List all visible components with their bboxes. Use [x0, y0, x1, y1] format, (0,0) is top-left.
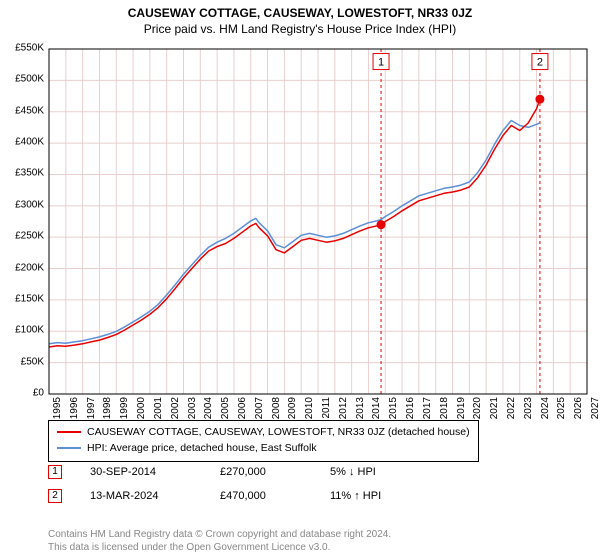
y-tick-label: £300K	[4, 199, 44, 210]
svg-text:1: 1	[378, 57, 384, 69]
x-tick-label: 2027	[590, 397, 600, 437]
legend-swatch	[57, 431, 81, 433]
y-tick-label: £450K	[4, 105, 44, 116]
transaction-row: 2 13-MAR-2024£470,00011% ↑ HPI	[48, 489, 508, 503]
transaction-marker: 1	[48, 465, 62, 479]
legend-label: HPI: Average price, detached house, East…	[87, 442, 317, 454]
legend: CAUSEWAY COTTAGE, CAUSEWAY, LOWESTOFT, N…	[48, 420, 479, 462]
svg-text:2: 2	[537, 57, 543, 69]
transaction-price: £270,000	[220, 466, 330, 478]
y-tick-label: £250K	[4, 231, 44, 242]
transaction-delta: 5% ↓ HPI	[330, 466, 376, 478]
transaction-delta: 11% ↑ HPI	[330, 490, 381, 502]
x-tick-label: 2026	[573, 397, 584, 437]
transaction-date: 30-SEP-2014	[90, 466, 220, 478]
legend-item: CAUSEWAY COTTAGE, CAUSEWAY, LOWESTOFT, N…	[57, 425, 470, 441]
transaction-price: £470,000	[220, 490, 330, 502]
x-tick-label: 2022	[506, 397, 517, 437]
y-tick-label: £100K	[4, 325, 44, 336]
chart-subtitle: Price paid vs. HM Land Registry's House …	[0, 20, 600, 36]
y-tick-label: £150K	[4, 293, 44, 304]
transaction-marker: 2	[48, 489, 62, 503]
x-tick-label: 2025	[556, 397, 567, 437]
x-tick-label: 2024	[540, 397, 551, 437]
y-tick-label: £200K	[4, 262, 44, 273]
transaction-row: 1 30-SEP-2014£270,0005% ↓ HPI	[48, 465, 508, 479]
y-tick-label: £500K	[4, 74, 44, 85]
y-tick-label: £400K	[4, 137, 44, 148]
x-tick-label: 2021	[489, 397, 500, 437]
legend-item: HPI: Average price, detached house, East…	[57, 441, 470, 457]
y-tick-label: £50K	[4, 356, 44, 367]
footnote-line: Contains HM Land Registry data © Crown c…	[48, 528, 391, 541]
y-tick-label: £350K	[4, 168, 44, 179]
legend-label: CAUSEWAY COTTAGE, CAUSEWAY, LOWESTOFT, N…	[87, 426, 470, 438]
footnote: Contains HM Land Registry data © Crown c…	[48, 528, 391, 554]
transaction-date: 13-MAR-2024	[90, 490, 220, 502]
chart-title: CAUSEWAY COTTAGE, CAUSEWAY, LOWESTOFT, N…	[0, 0, 600, 20]
legend-swatch	[57, 447, 81, 449]
x-tick-label: 2023	[523, 397, 534, 437]
y-tick-label: £550K	[4, 43, 44, 54]
y-tick-label: £0	[4, 388, 44, 399]
footnote-line: This data is licensed under the Open Gov…	[48, 541, 391, 554]
price-chart: 12	[48, 48, 588, 395]
